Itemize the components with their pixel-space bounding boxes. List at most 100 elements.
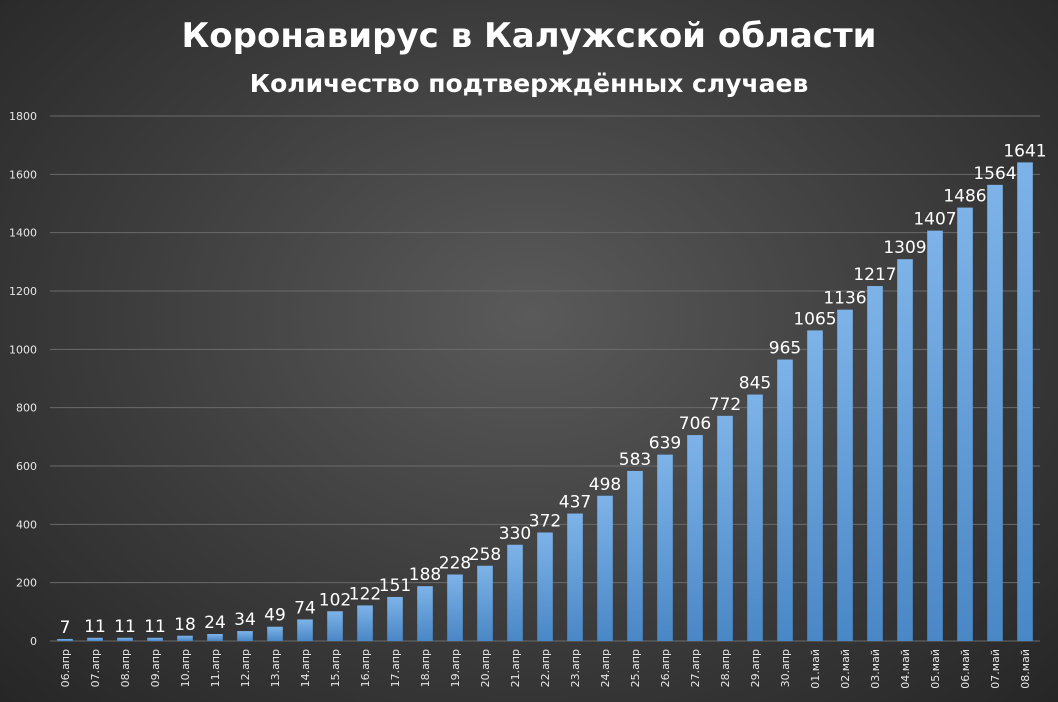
y-tick-label: 1200: [9, 285, 37, 298]
x-tick-label: 16.апр: [359, 649, 372, 687]
bar: [657, 454, 673, 641]
x-tick-label: 23.апр: [569, 649, 582, 687]
x-tick-label: 08.апр: [119, 649, 132, 687]
data-label: 1217: [853, 265, 896, 285]
x-tick-label: 18.апр: [419, 649, 432, 687]
bar: [807, 330, 823, 641]
bar: [897, 259, 913, 641]
bar: [87, 637, 103, 641]
x-tick-label: 30.апр: [779, 649, 792, 687]
bar: [207, 634, 223, 641]
bar: [717, 415, 733, 641]
bar: [57, 638, 73, 641]
x-tick-label: 25.апр: [629, 649, 642, 687]
data-label: 772: [709, 395, 741, 415]
data-label: 24: [204, 613, 226, 633]
x-tick-label: 28.апр: [719, 649, 732, 687]
data-label: 188: [409, 565, 441, 585]
x-tick-label: 21.апр: [509, 649, 522, 687]
x-tick-label: 13.апр: [269, 649, 282, 687]
x-tick-label: 04.май: [899, 649, 912, 689]
x-tick-label: 17.апр: [389, 649, 402, 687]
bar: [507, 544, 523, 641]
bar: [537, 532, 553, 641]
chart-subtitle: Количество подтверждённых случаев: [250, 69, 809, 98]
y-tick-label: 200: [16, 577, 37, 590]
data-label: 258: [469, 545, 501, 565]
bar: [387, 596, 403, 641]
x-tick-label: 09.апр: [149, 649, 162, 687]
y-tick-label: 1600: [9, 168, 37, 181]
y-tick-label: 400: [16, 518, 37, 531]
bar: [987, 184, 1003, 642]
bar: [1017, 162, 1033, 641]
bar: [837, 309, 853, 641]
bars: [57, 162, 1033, 642]
bar: [417, 586, 433, 641]
data-label: 639: [649, 434, 681, 454]
bar: [447, 574, 463, 641]
data-label: 11: [144, 617, 166, 637]
bar: [147, 637, 163, 641]
x-tick-label: 22.апр: [539, 649, 552, 687]
data-label: 1407: [913, 210, 956, 230]
data-label: 18: [174, 615, 196, 635]
bar: [567, 513, 583, 641]
x-tick-label: 07.май: [989, 649, 1002, 689]
data-label: 330: [499, 524, 531, 544]
data-label: 1486: [943, 187, 986, 207]
x-tick-label: 02.май: [839, 649, 852, 689]
data-label: 102: [319, 590, 351, 610]
data-labels: 7 11 11 11 18 24 34 49 74 10212215118822825833037…: [60, 141, 1047, 638]
data-label: 583: [619, 450, 651, 470]
bar: [177, 635, 193, 641]
x-tick-label: 07.апр: [89, 649, 102, 687]
data-label: 122: [349, 584, 381, 604]
data-label: 437: [559, 493, 591, 513]
x-tick-label: 20.апр: [479, 649, 492, 687]
data-label: 151: [379, 576, 411, 596]
bar: [687, 435, 703, 641]
y-tick-label: 1800: [9, 110, 37, 123]
x-tick-label: 10.апр: [179, 649, 192, 687]
bar: [327, 611, 343, 641]
bar: [777, 359, 793, 641]
x-tick-label: 29.апр: [749, 649, 762, 687]
data-label: 7: [60, 618, 71, 638]
x-tick-label: 05.май: [929, 649, 942, 689]
x-tick-label: 19.апр: [449, 649, 462, 687]
bar: [267, 626, 283, 641]
data-label: 498: [589, 475, 621, 495]
data-label: 11: [84, 617, 106, 637]
x-tick-label: 12.апр: [239, 649, 252, 687]
y-tick-label: 1400: [9, 227, 37, 240]
x-tick-label: 11.апр: [209, 649, 222, 687]
chart-title: Коронавирус в Калужской области: [182, 16, 877, 56]
y-axis: 0 200 400 600 800 1000 1200 1400 1600 1800: [9, 110, 37, 648]
data-label: 1309: [883, 238, 926, 258]
bar: [237, 631, 253, 641]
bar: [477, 565, 493, 641]
data-label: 228: [439, 554, 471, 574]
data-label: 11: [114, 617, 136, 637]
x-tick-label: 24.апр: [599, 649, 612, 687]
x-tick-label: 01.май: [809, 649, 822, 689]
data-label: 74: [294, 598, 316, 618]
y-tick-label: 0: [30, 635, 37, 648]
x-tick-label: 03.май: [869, 649, 882, 689]
y-tick-label: 1000: [9, 343, 37, 356]
x-tick-label: 06.май: [959, 649, 972, 689]
x-tick-label: 08.май: [1019, 649, 1032, 689]
data-label: 372: [529, 512, 561, 532]
data-label: 845: [739, 374, 771, 394]
bar: [867, 286, 883, 641]
bar: [597, 495, 613, 641]
x-tick-label: 27.апр: [689, 649, 702, 687]
data-label: 706: [679, 414, 711, 434]
bar: [627, 470, 643, 641]
x-tick-label: 14.апр: [299, 649, 312, 687]
bar: [957, 207, 973, 642]
bar: [747, 394, 763, 641]
data-label: 1065: [793, 309, 836, 329]
